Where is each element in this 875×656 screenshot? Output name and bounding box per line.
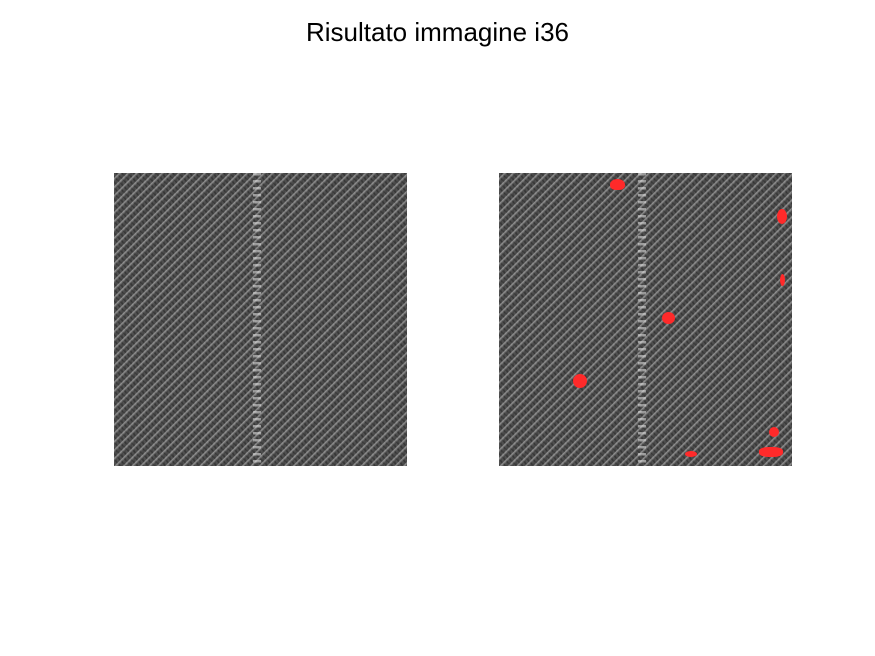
defect-marker: [759, 447, 783, 457]
figure-title: Risultato immagine i36: [305, 17, 569, 47]
original-image: [114, 173, 407, 466]
defect-marker: [685, 451, 697, 457]
result-image: [499, 173, 792, 466]
fabric-seam: [638, 173, 646, 466]
defect-marker: [573, 374, 587, 388]
defect-marker: [769, 427, 779, 437]
defect-marker: [780, 274, 785, 286]
fabric-seam: [253, 173, 261, 466]
defect-marker: [662, 312, 675, 324]
defect-marker: [610, 179, 625, 190]
defect-marker: [777, 209, 787, 224]
